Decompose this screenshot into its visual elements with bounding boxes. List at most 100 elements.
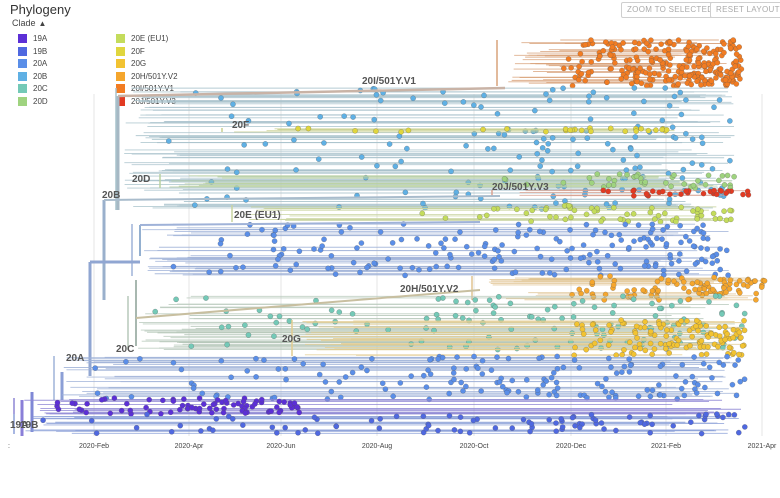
legend-item-20b[interactable]: 20B xyxy=(18,71,47,82)
tree-tip xyxy=(714,59,721,66)
tree-tip xyxy=(721,182,728,188)
tree-tip xyxy=(599,383,605,390)
tree-tip xyxy=(332,271,339,277)
tree-tip xyxy=(584,135,591,141)
legend-item-20j-501y-v3[interactable]: 20J/501Y.V3 xyxy=(116,96,176,107)
tree-tip xyxy=(420,413,427,419)
tree-tip xyxy=(390,393,396,400)
tree-tip xyxy=(632,330,639,336)
tree-tip xyxy=(311,246,317,252)
tree-tip xyxy=(435,427,441,434)
tree-tip xyxy=(433,250,439,256)
tree-tip xyxy=(612,60,618,66)
tree-tip xyxy=(618,317,624,323)
tree-tip xyxy=(524,181,530,188)
tree-tip xyxy=(637,65,643,71)
tree-tip xyxy=(421,372,427,379)
tree-tip xyxy=(709,166,716,172)
tree-tip xyxy=(605,141,611,147)
tree-tip xyxy=(706,364,713,370)
tree-tip xyxy=(218,358,225,364)
tree-tip xyxy=(504,126,510,132)
tree-tip xyxy=(319,243,325,249)
tree-tip xyxy=(146,396,152,403)
tree-tip xyxy=(584,287,590,294)
tree-tip xyxy=(606,394,612,401)
tree-tip xyxy=(657,219,664,225)
legend-swatch xyxy=(18,46,27,56)
tree-tip xyxy=(732,362,738,368)
legend-toggle[interactable]: Clade ▲ xyxy=(12,18,46,28)
tree-tip xyxy=(719,173,726,179)
tree-tip xyxy=(546,391,552,398)
tree-tip xyxy=(544,148,551,154)
tree-tip xyxy=(704,236,711,242)
tree-tip xyxy=(542,206,549,213)
tree-tip xyxy=(691,354,697,360)
tree-tip xyxy=(693,323,699,329)
tree-tip xyxy=(376,425,383,431)
reset-layout-button[interactable]: RESET LAYOUT xyxy=(710,2,780,18)
tree-tip xyxy=(347,224,353,231)
tree-tip xyxy=(532,107,538,114)
legend-swatch xyxy=(116,59,125,68)
tree-tip xyxy=(336,309,343,315)
tree-tip xyxy=(718,72,724,78)
tree-tip xyxy=(321,236,327,243)
tree-tip xyxy=(703,68,709,75)
tree-tip xyxy=(647,393,654,400)
tree-tip xyxy=(554,385,561,391)
legend-item-20f[interactable]: 20F xyxy=(116,46,145,57)
legend-item-19a[interactable]: 19A xyxy=(18,33,47,44)
tree-tip xyxy=(553,379,560,386)
tree-tip xyxy=(719,311,725,317)
legend-item-20g[interactable]: 20G xyxy=(116,58,146,69)
tree-tip xyxy=(700,230,707,236)
tree-tip xyxy=(196,395,203,401)
legend-item-20d[interactable]: 20D xyxy=(18,96,48,107)
tree-tip xyxy=(735,357,741,363)
legend-item-20h-501y-v2[interactable]: 20H/501Y.V2 xyxy=(116,71,178,82)
tree-tip xyxy=(380,380,386,387)
tree-tip xyxy=(644,387,650,393)
tree-tip xyxy=(199,390,205,397)
tree-tip xyxy=(275,366,282,372)
tree-tip xyxy=(83,409,89,416)
tree-tip xyxy=(677,251,683,257)
tree-tip xyxy=(730,37,736,43)
tree-tip xyxy=(253,374,259,380)
legend-item-20a[interactable]: 20A xyxy=(18,58,47,69)
legend-item-19b[interactable]: 19B xyxy=(18,46,47,57)
tree-tip xyxy=(709,375,715,381)
tree-tip xyxy=(703,351,710,357)
tree-tip xyxy=(620,293,626,299)
tree-tip xyxy=(420,200,426,207)
tree-tip xyxy=(594,248,600,255)
tree-tip xyxy=(647,412,653,419)
tree-tip xyxy=(642,319,648,325)
tree-tip xyxy=(648,37,654,43)
tree-tip xyxy=(698,351,705,358)
zoom-to-selected-button[interactable]: ZOOM TO SELECTED xyxy=(621,2,715,18)
tree-tip xyxy=(753,297,759,303)
tree-tip xyxy=(245,332,252,338)
tree-tip xyxy=(92,365,98,371)
tree-tip xyxy=(494,354,500,360)
tree-tip xyxy=(528,218,534,225)
tree-tip xyxy=(224,166,231,172)
tree-tip xyxy=(700,360,707,367)
tree-tip xyxy=(189,404,195,411)
legend-item-20e-eu1-[interactable]: 20E (EU1) xyxy=(116,33,168,44)
tree-tip xyxy=(523,210,530,216)
tree-tip xyxy=(560,179,567,186)
tree-tip xyxy=(611,302,617,309)
tree-tip xyxy=(580,331,587,337)
tree-tip xyxy=(569,414,576,421)
tree-tip xyxy=(404,145,410,152)
legend-item-20c[interactable]: 20C xyxy=(18,83,48,94)
tree-tip xyxy=(282,424,288,431)
tree-tip xyxy=(696,286,703,292)
tree-tip xyxy=(486,297,493,303)
tree-tip xyxy=(632,165,638,171)
